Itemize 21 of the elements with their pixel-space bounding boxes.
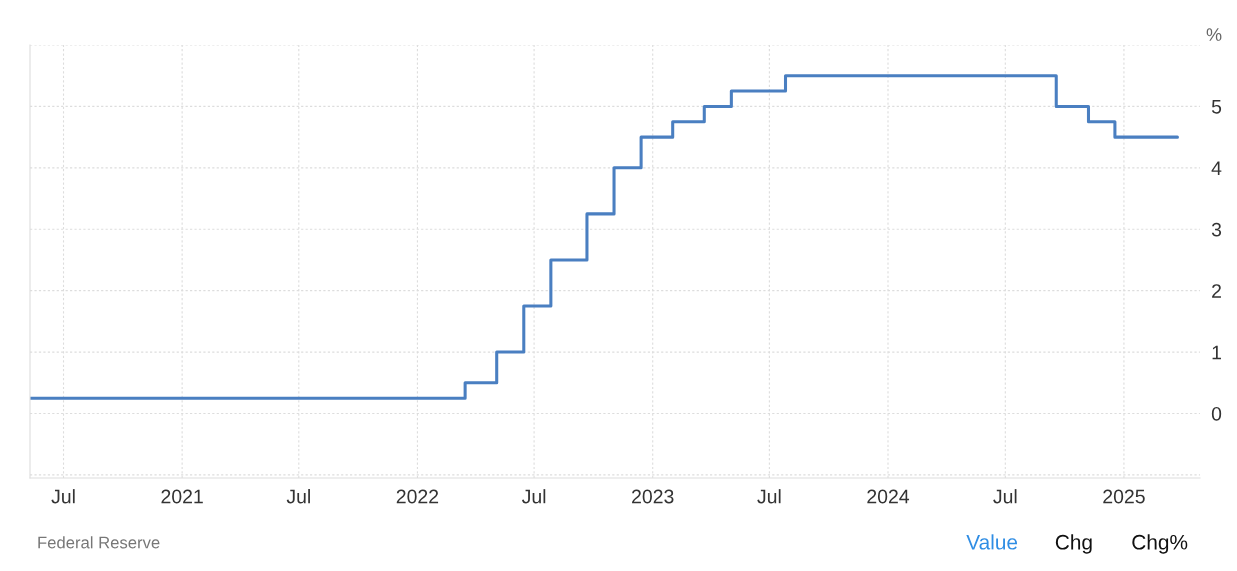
text: Chg% <box>1132 534 1188 554</box>
x-tick-label: 2023 <box>632 489 674 504</box>
x-tick-label: Jul <box>51 489 75 504</box>
text: Chg <box>1055 534 1092 554</box>
x-tick-label: Jul <box>521 489 546 504</box>
x-tick-label: 2021 <box>161 489 203 504</box>
y-tick-label: 3 <box>1211 222 1222 237</box>
x-tick-label: 2024 <box>867 489 910 504</box>
y-tick-label: 2 <box>1212 284 1221 298</box>
x-tick-label: 2025 <box>1103 489 1145 504</box>
x-tick-label: Jul <box>757 489 781 504</box>
y-tick-label: 4 <box>1211 161 1222 175</box>
text: Federal Reserve <box>38 536 160 549</box>
y-tick-label: 5 <box>1211 100 1222 114</box>
y-axis-title: % <box>1206 28 1222 41</box>
x-tick-label: 2022 <box>396 489 439 504</box>
text: Value <box>966 534 1018 550</box>
x-tick-label: Jul <box>993 489 1017 504</box>
y-tick-label: 1 <box>1212 345 1221 360</box>
x-tick-label: Jul <box>286 489 310 504</box>
y-tick-label: 0 <box>1211 406 1222 421</box>
